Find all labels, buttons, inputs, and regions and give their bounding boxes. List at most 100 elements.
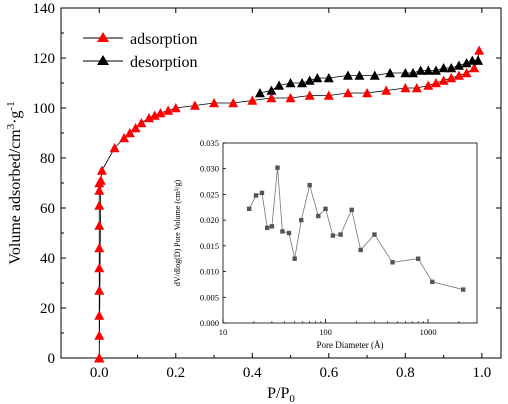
data-point — [304, 90, 315, 100]
main-x-tick-label: 0.6 — [319, 365, 338, 381]
data-point — [94, 330, 105, 340]
data-point — [94, 200, 105, 210]
inset-x-tick-label: 100 — [319, 327, 332, 337]
main-y-axis-title: Volume adsorbed/cm3·g-1 — [5, 101, 24, 264]
data-point — [362, 88, 373, 98]
data-point — [228, 98, 239, 108]
data-point — [144, 113, 154, 123]
data-point — [109, 143, 120, 153]
data-point — [369, 70, 380, 80]
data-point — [95, 175, 106, 185]
inset-x-tick-label: 10 — [219, 327, 228, 337]
inset-data-point — [286, 230, 292, 236]
main-x-axis: 0.0 0.2 0.4 0.6 0.8 1.0 — [60, 8, 491, 381]
data-point — [469, 63, 480, 73]
data-point — [381, 85, 392, 95]
data-point — [285, 78, 296, 88]
data-point — [254, 88, 265, 98]
data-point — [312, 73, 323, 83]
main-x-tick-label: 0.2 — [166, 365, 185, 381]
inset-x-axis-title: Pore Diameter (Å) — [317, 340, 384, 350]
data-point — [408, 68, 418, 78]
inset-y-axis-title: dV/dlog(D) Pore Volume (cm³/g) — [173, 180, 182, 287]
data-point — [342, 88, 353, 98]
data-point — [446, 73, 457, 83]
inset-data-point — [316, 213, 321, 219]
series-desorption — [254, 55, 484, 98]
main-x-tick-label: 0.0 — [90, 365, 109, 381]
legend-label-adsorption: adsorption — [130, 31, 198, 48]
main-y-tick-label: 120 — [33, 51, 56, 67]
data-point — [415, 65, 426, 75]
inset-y-axis: 0.000 0.005 0.010 0.015 0.020 0.025 0.030 0.035 — [200, 138, 226, 328]
inset-x-axis: 10 100 1000 — [219, 319, 478, 337]
inset-y-tick-label: 0.005 — [200, 292, 219, 302]
inset-data-point — [307, 182, 312, 188]
data-point — [266, 93, 277, 103]
data-point — [94, 285, 105, 295]
inset-data-point — [275, 165, 280, 170]
data-point — [94, 185, 105, 195]
data-point — [430, 65, 441, 75]
inset-data-point — [259, 190, 265, 196]
inset-series-pore-volume — [246, 165, 466, 292]
legend-marker-adsorption — [97, 32, 109, 42]
inset-data-point — [349, 207, 354, 213]
inset-data-point — [358, 247, 363, 253]
inset-data-point — [246, 206, 252, 212]
inset-data-point — [265, 225, 270, 231]
data-point — [163, 105, 174, 115]
data-point — [385, 68, 396, 78]
inset-y-tick-label: 0.015 — [200, 241, 219, 251]
data-point — [400, 68, 411, 78]
data-point — [266, 85, 277, 95]
data-point — [354, 70, 365, 80]
data-point — [96, 165, 107, 175]
main-y-tick-label: 100 — [33, 101, 56, 117]
inset-y-tick-label: 0.010 — [200, 267, 219, 277]
main-x-axis-title: P/P0 — [267, 385, 295, 404]
inset-y-tick-label: 0.025 — [200, 189, 219, 199]
data-point — [94, 263, 105, 273]
data-point — [124, 128, 135, 138]
data-point — [423, 65, 434, 75]
data-point — [438, 63, 449, 73]
data-point — [323, 73, 334, 83]
inset-data-point — [430, 279, 435, 285]
data-point — [297, 78, 308, 88]
inset-data-point — [280, 229, 285, 234]
main-y-tick-label: 20 — [40, 301, 55, 317]
data-point — [400, 83, 411, 93]
inset-y-tick-label: 0.000 — [200, 318, 219, 328]
data-point — [453, 60, 464, 70]
data-point — [209, 98, 220, 108]
legend-label-desorption: desorption — [130, 54, 198, 71]
main-y-tick-label: 80 — [40, 151, 55, 167]
data-point — [94, 220, 105, 230]
inset-data-point — [390, 260, 395, 265]
data-point — [423, 80, 434, 90]
data-point — [130, 123, 141, 133]
inset-plot-frame — [222, 142, 478, 324]
inset-data-point — [253, 193, 259, 198]
data-point — [461, 58, 472, 68]
inset-data-point — [269, 224, 275, 229]
data-point — [155, 108, 166, 118]
data-point — [136, 118, 147, 128]
data-point — [170, 103, 181, 113]
data-point — [461, 68, 472, 78]
main-y-axis: 0 20 40 60 80 100 120 140 — [33, 1, 501, 367]
inset-x-tick-label: 1000 — [420, 327, 437, 337]
main-x-tick-label: 1.0 — [472, 365, 491, 381]
inset-data-point — [460, 287, 466, 292]
inset-data-point — [415, 256, 421, 261]
data-point — [189, 100, 200, 110]
inset-data-point — [323, 206, 328, 212]
inset-data-point — [338, 232, 343, 237]
inset-data-point — [299, 217, 304, 223]
data-point — [438, 75, 449, 85]
data-point — [474, 45, 485, 55]
data-point — [342, 70, 353, 80]
data-point — [430, 78, 441, 88]
